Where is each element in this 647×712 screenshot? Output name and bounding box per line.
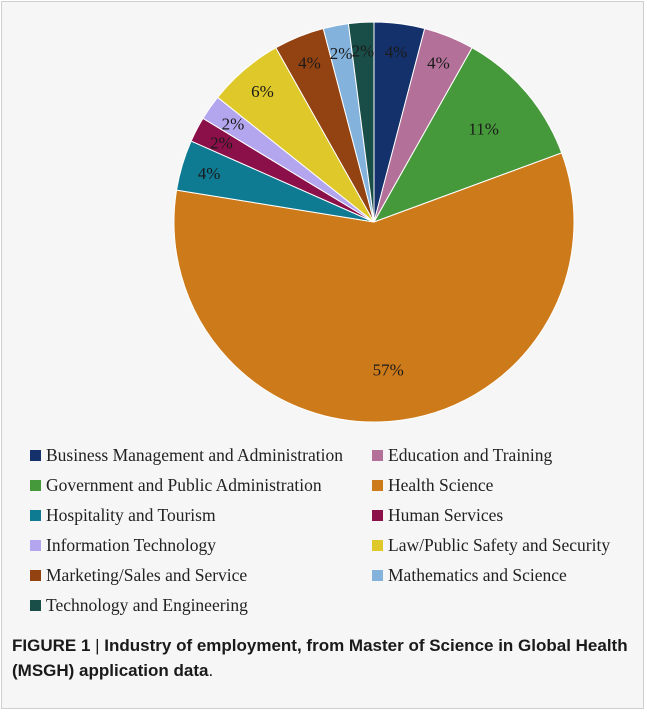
- data-label-marketing-sales-and-service: 4%: [298, 54, 321, 73]
- pie-slices: [173, 21, 575, 423]
- data-label-technology-and-engineering: 2%: [352, 41, 375, 60]
- pie-slice-health-science: [173, 152, 575, 423]
- legend-swatch: [372, 479, 383, 491]
- legend-label: Business Management and Administration: [46, 444, 343, 465]
- legend-item-business-management-and-administration: Business Management and Administration: [30, 443, 372, 467]
- data-label-education-and-training: 4%: [427, 54, 450, 73]
- legend-swatch: [30, 479, 41, 491]
- legend: Business Management and Administration Ed…: [30, 443, 642, 617]
- legend-item-health-science: Health Science: [372, 473, 642, 497]
- legend-label: Information Technology: [46, 534, 217, 555]
- legend-swatch: [372, 539, 383, 551]
- legend-swatch: [30, 539, 41, 551]
- data-label-human-services: 2%: [210, 133, 233, 152]
- legend-swatch: [372, 569, 383, 581]
- legend-item-hospitality-and-tourism: Hospitality and Tourism: [30, 503, 372, 527]
- figure-caption: FIGURE 1 | Industry of employment, from …: [12, 633, 642, 683]
- legend-label: Health Science: [388, 474, 494, 495]
- pie-slice-technology-and-engineering: [347, 21, 375, 223]
- caption-end: .: [208, 661, 214, 680]
- pie-data-labels: 4%4%11%57%4%2%2%6%4% 2% 2%: [198, 41, 499, 379]
- data-label-information-technology: 2%: [222, 115, 245, 134]
- legend-item-marketing-sales-and-service: Marketing/Sales and Service: [30, 563, 372, 587]
- data-label-government-and-public-administration: 11%: [468, 120, 499, 139]
- legend-item-mathematics-and-science: Mathematics and Science: [372, 563, 642, 587]
- caption-label: FIGURE 1: [12, 636, 91, 655]
- legend-label: Hospitality and Tourism: [46, 504, 216, 525]
- legend-item-human-services: Human Services: [372, 503, 642, 527]
- pie-slice-government-and-public-administration: [372, 47, 563, 223]
- legend-label: Education and Training: [388, 444, 553, 465]
- legend-item-information-technology: Information Technology: [30, 533, 372, 557]
- legend-swatch: [30, 599, 41, 611]
- data-label-health-science: 57%: [373, 360, 404, 379]
- legend-item-education-and-training: Education and Training: [372, 443, 642, 467]
- legend-label: Law/Public Safety and Security: [388, 534, 611, 555]
- data-label-mathematics-and-science: 2%: [330, 44, 353, 63]
- legend-label: Government and Public Administration: [46, 474, 322, 495]
- legend-swatch: [30, 449, 41, 461]
- data-label-law-public-safety-and-security: 6%: [251, 82, 274, 101]
- legend-swatch: [372, 449, 383, 461]
- legend-swatch: [30, 509, 41, 521]
- legend-swatch: [30, 569, 41, 581]
- legend-label: Technology and Engineering: [46, 594, 248, 615]
- caption-text: Industry of employment, from Master of S…: [12, 636, 628, 680]
- data-label-hospitality-and-tourism: 4%: [198, 164, 221, 183]
- caption-separator: |: [90, 636, 105, 655]
- legend-item-law-public-safety-and-security: Law/Public Safety and Security: [372, 533, 642, 557]
- legend-label: Human Services: [388, 504, 504, 525]
- legend-label: Marketing/Sales and Service: [46, 564, 248, 585]
- legend-item-government-and-public-administration: Government and Public Administration: [30, 473, 372, 497]
- legend-label: Mathematics and Science: [388, 564, 567, 585]
- data-label-business-management-and-administration: 4%: [385, 42, 408, 61]
- legend-swatch: [372, 509, 383, 521]
- legend-item-technology-and-engineering: Technology and Engineering: [30, 593, 372, 617]
